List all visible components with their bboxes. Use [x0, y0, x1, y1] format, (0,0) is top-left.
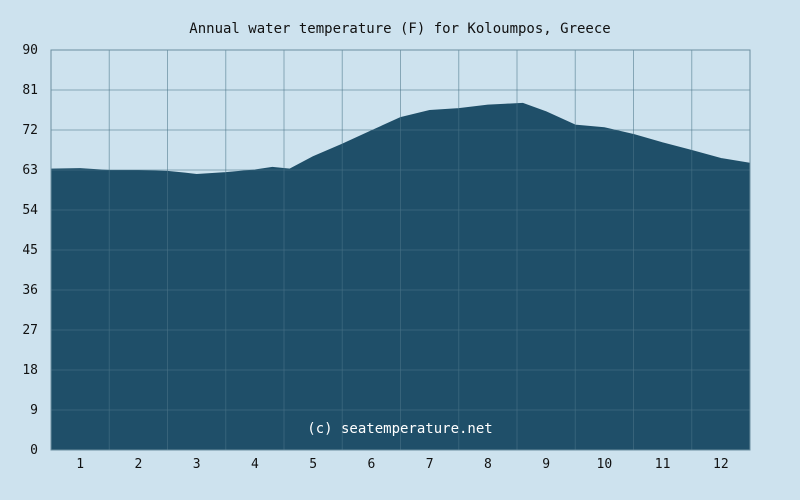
y-tick-label: 36 [22, 283, 38, 298]
x-tick-label: 4 [251, 457, 259, 472]
x-tick-label: 2 [134, 457, 142, 472]
grid-layer [50, 49, 751, 451]
y-tick-label: 9 [30, 403, 38, 418]
y-axis-ticks: 0 9 18 27 36 45 54 63 72 81 90 [22, 43, 38, 458]
chart-title: Annual water temperature (F) for Koloump… [189, 21, 610, 37]
x-tick-label: 1 [76, 457, 84, 472]
y-tick-label: 90 [22, 43, 38, 58]
y-tick-label: 0 [30, 443, 38, 458]
y-tick-label: 54 [22, 203, 38, 218]
x-tick-label: 9 [542, 457, 550, 472]
plot-frame [50, 49, 751, 451]
x-tick-label: 8 [484, 457, 492, 472]
x-tick-label: 3 [193, 457, 201, 472]
y-tick-label: 18 [22, 363, 38, 378]
x-tick-label: 12 [713, 457, 729, 472]
x-tick-label: 6 [367, 457, 375, 472]
y-tick-label: 72 [22, 123, 38, 138]
x-tick-label: 5 [309, 457, 317, 472]
x-tick-label: 10 [597, 457, 613, 472]
watermark-text: (c) seatemperature.net [307, 421, 492, 437]
y-tick-label: 81 [22, 83, 38, 98]
x-tick-label: 7 [426, 457, 434, 472]
y-tick-label: 63 [22, 163, 38, 178]
y-tick-label: 45 [22, 243, 38, 258]
x-tick-label: 11 [655, 457, 671, 472]
y-tick-label: 27 [22, 323, 38, 338]
x-axis-ticks: 1 2 3 4 5 6 7 8 9 10 11 12 [76, 457, 728, 472]
